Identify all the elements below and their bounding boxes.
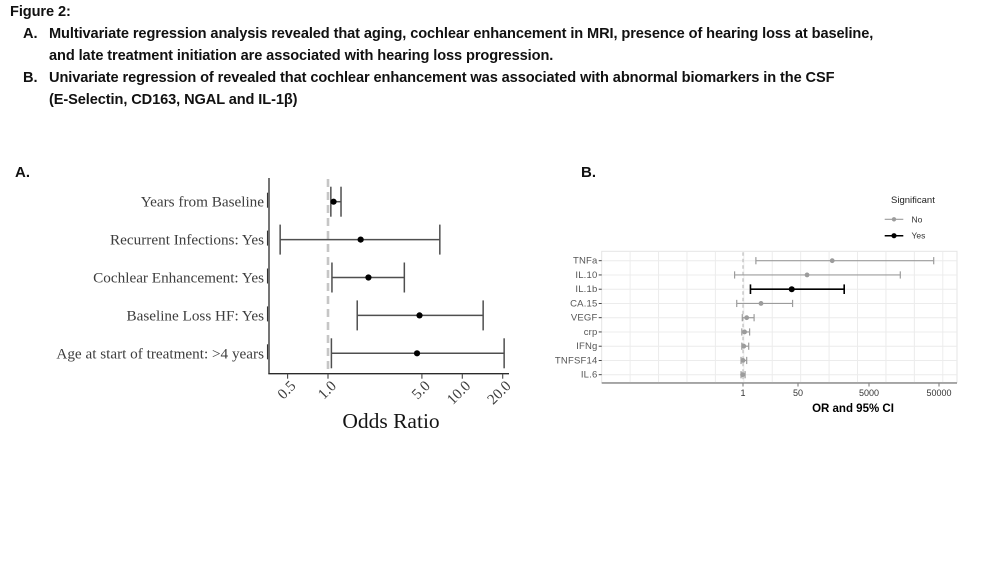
caption-b-line-2: (E-Selectin, CD163, NGAL and IL-1β) (49, 92, 298, 108)
caption-b-marker: B. (23, 70, 38, 86)
caption-b-line-1: Univariate regression of revealed that c… (49, 70, 835, 86)
forest-row-label: IFNg (576, 341, 597, 352)
forest-row-label: CA.15 (570, 298, 597, 309)
plot-panel (601, 250, 958, 383)
panel-a-label: A. (15, 164, 30, 181)
forest-row-label: IL.1b (575, 284, 597, 295)
x-tick-label: 50 (793, 388, 803, 398)
data-point (330, 198, 337, 205)
caption-a-line-2: and late treatment initiation are associ… (49, 48, 554, 64)
caption-a-marker: A. (23, 26, 38, 42)
forest-row-label: Cochlear Enhancement: Yes (93, 270, 264, 287)
forest-row-label: Age at start of treatment: >4 years (56, 345, 264, 362)
data-point (357, 236, 364, 243)
data-point (365, 274, 372, 281)
forest-row-label: IL.10 (575, 270, 597, 281)
data-point (788, 286, 795, 293)
figure-title: Figure 2: (10, 4, 71, 20)
forest-row-label: Recurrent Infections: Yes (110, 232, 264, 249)
legend-entry-label: No (912, 214, 923, 224)
panel-b-axis-title: OR and 95% CI (812, 403, 894, 415)
data-point (829, 258, 835, 264)
forest-row-label: crp (584, 327, 598, 338)
x-tick-label: 20.0 (485, 378, 515, 408)
x-tick-label: 50000 (926, 388, 951, 398)
data-point (741, 343, 747, 349)
data-point (742, 329, 747, 335)
panel-b-label: B. (581, 164, 596, 181)
forest-row-label: Baseline Loss HF: Yes (126, 307, 264, 324)
panel-b-legend: No Yes (884, 214, 926, 241)
forest-row-label: TNFSF14 (555, 355, 598, 366)
x-tick-label: 5.0 (409, 378, 434, 403)
x-tick-label: 10.0 (444, 378, 474, 408)
data-point (744, 315, 750, 321)
forest-row-label: TNFa (573, 256, 598, 267)
legend-entry-label: Yes (912, 231, 926, 241)
data-point (740, 358, 746, 363)
data-point (413, 350, 421, 357)
data-point (740, 372, 745, 378)
data-point (416, 312, 423, 319)
panel-a-axis-title: Odds Ratio (342, 409, 439, 433)
legend-title: Significant (891, 195, 935, 206)
data-point (758, 301, 764, 306)
legend-key-point (891, 233, 897, 239)
x-tick-label: 5000 (859, 388, 879, 398)
forest-row-label: VEGF (571, 313, 598, 324)
panel-b-plot: TNFa IL.10 IL.1b CA.15 VEGF crp IFNg TNFSF14 IL.… (555, 250, 958, 398)
forest-row-label: IL.6 (581, 370, 598, 381)
forest-row-label: Years from Baseline (141, 194, 265, 211)
x-tick-label: 0.5 (275, 378, 300, 403)
x-tick-label: 1 (740, 388, 745, 398)
x-tick-label: 1.0 (315, 378, 340, 403)
caption-a-line-1: Multivariate regression analysis reveale… (49, 26, 874, 42)
panel-a-plot: Years from Baseline Recurrent Infections:… (56, 178, 515, 408)
data-point (804, 272, 810, 278)
legend-key-point (891, 217, 897, 222)
